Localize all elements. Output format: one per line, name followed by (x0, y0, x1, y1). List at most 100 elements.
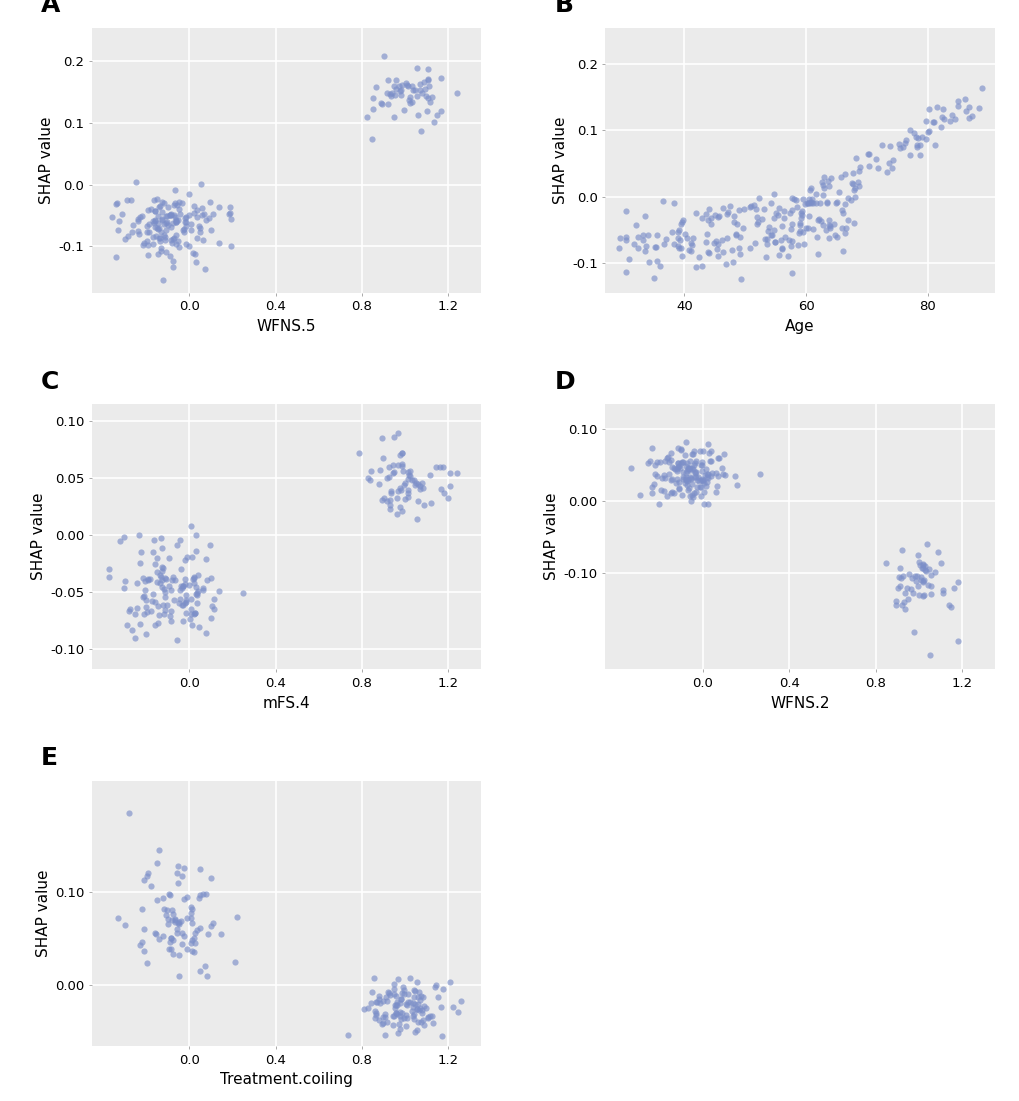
Point (152, 229, 168, 247)
Point (394, 462, 411, 480)
Point (723, 253, 740, 271)
Point (850, 163, 866, 181)
Point (111, 211, 127, 229)
Point (663, 224, 680, 241)
Point (416, 74, 432, 91)
Point (904, 584, 920, 601)
Point (167, 912, 183, 929)
Point (900, 566, 916, 584)
Point (444, 998, 461, 1015)
Point (184, 570, 201, 588)
Point (164, 252, 180, 270)
Point (183, 914, 200, 931)
Point (168, 864, 184, 882)
Point (680, 241, 696, 259)
Point (648, 252, 664, 270)
Point (674, 247, 690, 264)
Y-axis label: SHAP value: SHAP value (31, 493, 46, 580)
Point (908, 139, 924, 156)
Point (750, 189, 766, 207)
Point (390, 77, 407, 95)
Point (702, 451, 718, 469)
Point (406, 981, 422, 999)
Point (169, 196, 185, 214)
Point (877, 163, 894, 181)
Point (655, 467, 672, 484)
Point (707, 483, 723, 501)
Point (175, 577, 192, 595)
Point (191, 890, 207, 907)
Point (133, 933, 150, 950)
Point (154, 204, 170, 221)
Point (894, 541, 910, 558)
Point (684, 486, 700, 503)
Point (439, 490, 455, 508)
Point (734, 219, 750, 237)
Point (149, 190, 165, 208)
Point (710, 449, 727, 467)
Point (192, 918, 208, 936)
Point (428, 107, 444, 124)
Point (693, 257, 709, 274)
Point (729, 216, 745, 233)
Point (150, 220, 166, 238)
Point (685, 484, 701, 502)
Point (139, 603, 155, 621)
Point (817, 221, 834, 239)
Point (792, 217, 808, 235)
Point (163, 901, 179, 918)
Point (196, 205, 212, 222)
Point (860, 157, 876, 175)
Point (381, 984, 397, 1002)
Point (699, 495, 715, 513)
Point (155, 597, 171, 614)
Point (960, 109, 976, 127)
Point (117, 230, 133, 248)
Point (701, 451, 717, 469)
Point (360, 999, 376, 1016)
Point (697, 205, 713, 222)
Text: A: A (41, 0, 60, 17)
Point (705, 235, 721, 252)
Point (666, 475, 683, 492)
Point (914, 555, 930, 573)
Point (399, 464, 416, 481)
Point (153, 579, 169, 597)
Point (698, 468, 714, 486)
Point (745, 196, 761, 214)
Point (949, 98, 965, 116)
Point (796, 195, 812, 212)
Point (835, 242, 851, 260)
Point (174, 936, 191, 953)
Point (712, 459, 729, 477)
Point (683, 445, 699, 462)
Point (911, 135, 927, 153)
Point (155, 271, 171, 288)
Point (773, 240, 790, 258)
Point (618, 228, 634, 246)
Point (651, 258, 667, 275)
Point (787, 192, 803, 209)
Point (884, 151, 901, 168)
Point (392, 81, 409, 99)
Point (399, 484, 416, 502)
Point (804, 220, 820, 238)
Point (910, 554, 926, 571)
Point (163, 912, 179, 929)
Point (152, 575, 168, 592)
Point (101, 560, 117, 578)
Point (892, 559, 908, 577)
Point (956, 90, 972, 108)
Point (407, 982, 423, 1000)
Point (649, 467, 665, 484)
Point (648, 454, 664, 471)
Point (119, 615, 136, 633)
Point (432, 480, 448, 498)
Point (791, 214, 807, 231)
Point (161, 577, 177, 595)
Point (404, 471, 420, 489)
Point (784, 232, 800, 250)
Point (860, 145, 876, 163)
Point (652, 481, 668, 499)
Point (434, 458, 450, 476)
